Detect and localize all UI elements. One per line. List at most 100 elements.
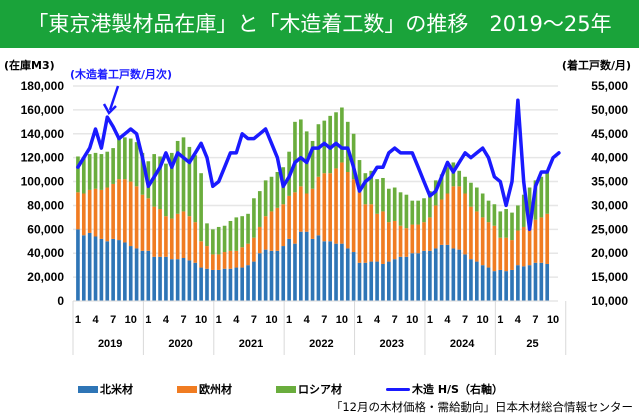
legend-label: 北米材 [100,383,133,396]
bar-russia [504,209,508,238]
bar-russia [158,156,162,210]
bar-russia [527,187,532,224]
bar-north-america [128,246,133,301]
left-tick-label: 180,000 [21,79,65,93]
left-tick-label: 140,000 [21,127,65,141]
bar-north-america [351,252,356,301]
bar-north-america [504,271,508,301]
bar-europe [128,181,133,247]
bar-north-america [105,241,110,301]
month-tick-label: 7 [532,314,538,326]
legend: 北米材 欧州材 ロシア材 木造 H/S（右軸） [78,381,547,397]
bar-europe [193,222,198,263]
bar-europe [216,254,221,270]
bar-russia [117,136,121,180]
bar-north-america [117,240,121,301]
bar-russia [328,115,332,174]
bar-europe [416,224,420,254]
bar-russia [87,154,92,190]
bar-north-america [445,244,450,301]
bar-europe [387,222,391,262]
bar-europe [451,186,456,249]
bar-north-america [281,246,286,301]
bar-russia [263,180,268,217]
bar-north-america [480,265,485,301]
bar-europe [527,223,532,266]
bar-europe [533,219,538,263]
bar-europe [492,225,497,272]
bar-russia [375,179,379,214]
bar-north-america [140,250,145,301]
bar-north-america [316,235,321,301]
bar-europe [422,222,426,251]
bar-russia [463,176,467,194]
legend-swatch-icon [78,385,98,393]
bar-russia [164,163,168,217]
bar-europe [375,213,379,262]
bar-russia [381,177,385,212]
year-tick-label: 2021 [239,338,263,350]
bar-europe [410,224,415,254]
bar-europe [275,207,280,251]
bar-europe [545,213,550,264]
bar-europe [363,204,368,263]
bar-north-america [469,259,473,301]
month-tick-label: 4 [92,314,99,326]
bar-europe [111,183,115,239]
bar-russia [457,170,462,187]
month-tick-label: 1 [145,314,151,326]
right-tick-label: 10,000 [591,294,628,308]
legend-item-housing: 木造 H/S（右軸） [386,381,503,397]
right-tick-label: 20,000 [591,246,628,260]
bar-europe [175,213,180,260]
bar-north-america [111,238,115,301]
bar-north-america [134,248,139,301]
bar-europe [134,186,139,249]
bar-north-america [357,262,362,301]
bar-russia [545,172,550,214]
legend-label: 欧州材 [199,383,232,396]
bar-russia [99,154,104,190]
right-tick-label: 40,000 [591,151,628,165]
bar-north-america [146,250,151,301]
right-tick-label: 45,000 [591,127,628,141]
bar-north-america [99,238,104,301]
year-tick-label: 2020 [168,338,192,350]
bar-north-america [222,268,227,301]
legend-swatch-icon [276,385,296,393]
month-tick-label: 1 [286,314,292,326]
month-tick-label: 7 [392,314,398,326]
bar-europe [304,193,309,232]
right-tick-label: 50,000 [591,103,628,117]
bar-russia [398,192,403,226]
bar-russia [205,223,209,247]
bar-russia [187,146,192,217]
bar-russia [404,194,409,229]
bar-russia [140,152,145,195]
housing-starts-line [76,98,561,232]
left-tick-label: 120,000 [21,151,65,165]
bar-north-america [93,236,98,301]
bar-russia [416,200,420,225]
bar-russia [175,140,180,214]
bar-russia [234,217,239,251]
bar-russia [322,120,327,174]
bar-north-america [252,261,256,301]
bar-russia [257,191,262,227]
month-tick-label: 10 [336,314,348,326]
bar-europe [287,195,291,239]
bar-europe [510,240,514,270]
bar-north-america [451,248,456,301]
bar-north-america [263,249,268,301]
month-tick-label: 4 [304,314,311,326]
legend-label: 木造 H/S（右軸） [412,383,503,396]
bar-russia [211,229,215,255]
year-tick-label: 2023 [380,338,404,350]
bar-russia [474,187,479,212]
bar-russia [351,133,356,180]
bar-north-america [363,262,368,301]
bar-europe [369,204,374,262]
legend-label: ロシア材 [298,383,342,396]
right-axis-label: (着工戸数/月) [561,59,631,72]
